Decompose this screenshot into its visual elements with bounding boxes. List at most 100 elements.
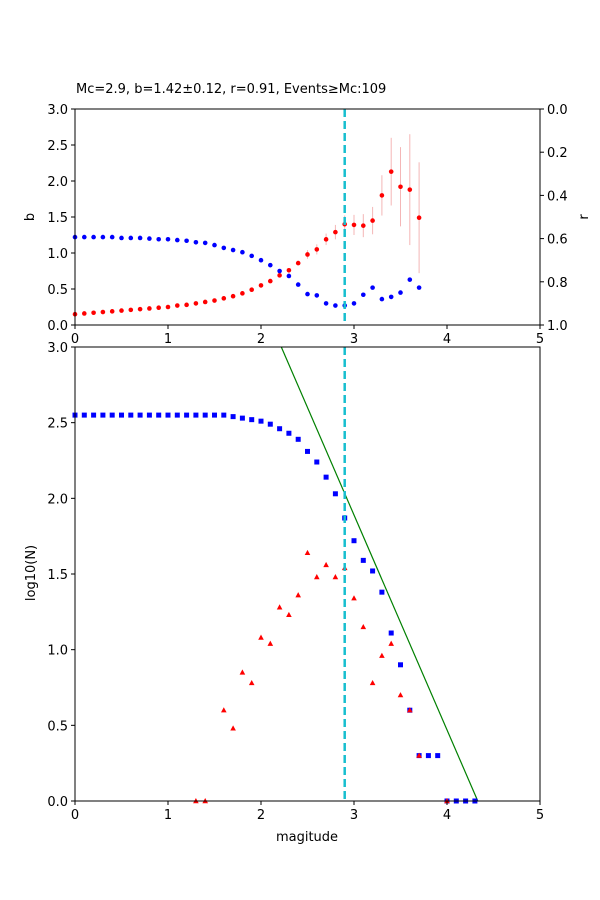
r-value-point	[407, 277, 413, 282]
r-value-point	[156, 236, 161, 242]
cumulative-point	[277, 426, 283, 432]
bottom-x-label: magitude	[276, 830, 338, 845]
r-value-point	[193, 239, 199, 245]
b-value-point	[221, 296, 227, 301]
cumulative-point	[379, 589, 385, 595]
noncumulative-point	[230, 725, 236, 731]
b-value-point	[119, 308, 124, 313]
b-value-point	[240, 291, 245, 296]
cumulative-point	[165, 412, 171, 418]
cumulative-point	[370, 568, 376, 574]
noncumulative-point	[369, 679, 376, 686]
bottom-x-tick-label: 3	[350, 808, 358, 823]
top-right-y-tick-label: 1.0	[547, 319, 568, 334]
r-value-point	[323, 301, 329, 306]
cumulative-point	[305, 448, 310, 454]
top-y-tick-label: 2.5	[47, 139, 68, 154]
top-right-y-tick-label: 0.6	[547, 233, 568, 248]
b-value-point	[333, 229, 338, 235]
noncumulative-point	[258, 634, 264, 640]
r-value-point	[398, 290, 403, 295]
cumulative-point	[156, 412, 162, 418]
top-y-tick-label: 1.5	[47, 211, 68, 226]
cumulative-point	[100, 412, 106, 418]
noncumulative-point	[360, 623, 367, 630]
b-value-point	[249, 287, 254, 293]
b-value-point	[323, 237, 329, 242]
noncumulative-point	[286, 611, 292, 618]
cumulative-point	[249, 417, 255, 423]
top-right-y-label: r	[577, 214, 592, 220]
top-x-tick-label: 4	[443, 332, 451, 347]
bottom-panel: 0 1 2 3 4 5 0.0 0.5 1.0 1.5 2.0 2.5 3.0 log10(N) mag…	[24, 341, 544, 845]
cumulative-point	[332, 491, 338, 497]
top-y-tick-label: 2.0	[47, 175, 68, 190]
top-chart-title: Mc=2.9, b=1.42±0.12, r=0.91, Events≥Mc:1…	[76, 82, 386, 97]
b-value-point	[388, 169, 394, 174]
cumulative-point	[212, 412, 217, 418]
b-value-point	[314, 247, 320, 252]
top-x-tick-label: 3	[350, 332, 358, 347]
noncumulative-point	[416, 752, 422, 758]
b-value-point	[91, 310, 96, 316]
r-value-point	[202, 240, 208, 246]
r-value-point	[82, 234, 87, 240]
bottom-y-tick-label: 2.5	[47, 417, 68, 432]
noncumulative-point	[267, 640, 274, 646]
r-value-point	[295, 282, 301, 287]
r-value-point	[91, 234, 96, 240]
cumulative-point	[230, 414, 236, 420]
b-value-point	[128, 307, 134, 313]
noncumulative-point	[239, 669, 246, 675]
cumulative-point	[193, 412, 199, 418]
top-right-y-tick-label: 0.8	[547, 276, 568, 291]
top-y-tick-label: 0.0	[47, 319, 68, 334]
b-value-point	[398, 184, 403, 190]
top-y-label: b	[23, 213, 38, 221]
top-axes: 0 1 2 3 4 5 0.0 0.5 1.0 1.5 2.0 2.5 3.0 0.0 0.2 0.4 0.6 0…	[47, 103, 567, 347]
r-value-point	[240, 249, 245, 255]
r-value-point	[230, 247, 236, 253]
top-panel: 0 1 2 3 4 5 0.0 0.5 1.0 1.5 2.0 2.5 3.0 0.0 0.2 0.4 0.6 0…	[23, 103, 592, 347]
cumulative-point	[360, 557, 366, 563]
cumulative-point	[295, 436, 301, 442]
b-value-point	[305, 252, 310, 257]
cumulative-point	[239, 415, 245, 421]
r-value-point	[147, 236, 152, 241]
bottom-x-tick-label: 4	[443, 808, 451, 823]
cumulative-point	[398, 662, 403, 668]
top-right-y-tick-label: 0.2	[547, 146, 568, 161]
b-value-point	[268, 278, 273, 284]
cumulative-point	[314, 459, 320, 465]
cumulative-point	[202, 412, 208, 418]
bottom-y-tick-label: 0.0	[47, 795, 68, 810]
b-value-point	[156, 305, 161, 311]
r-value-point	[370, 285, 375, 290]
cumulative-point	[91, 412, 97, 418]
cumulative-point	[323, 474, 329, 480]
noncumulative-point	[397, 692, 404, 698]
b-value-point	[230, 293, 236, 299]
r-value-point	[379, 296, 385, 302]
cumulative-point	[388, 630, 394, 636]
cumulative-point	[109, 412, 115, 418]
r-value-point	[286, 273, 292, 279]
b-value-point	[165, 304, 171, 310]
bottom-y-tick-label: 1.5	[47, 568, 68, 583]
r-value-point	[361, 292, 366, 298]
b-value-point	[351, 222, 357, 228]
bottom-plot-marks	[72, 346, 479, 804]
cumulative-point	[351, 538, 357, 544]
top-x-tick-label: 5	[536, 332, 544, 347]
b-value-point	[370, 218, 375, 223]
r-value-point	[268, 262, 273, 268]
top-y-tick-label: 0.5	[47, 283, 68, 298]
top-plot-marks	[72, 109, 422, 325]
cumulative-point	[119, 412, 124, 418]
b-value-point	[147, 306, 152, 311]
bottom-y-tick-label: 2.0	[47, 492, 68, 507]
b-value-point	[416, 215, 422, 221]
top-right-y-tick-label: 0.4	[547, 189, 568, 204]
b-value-point	[361, 223, 366, 228]
